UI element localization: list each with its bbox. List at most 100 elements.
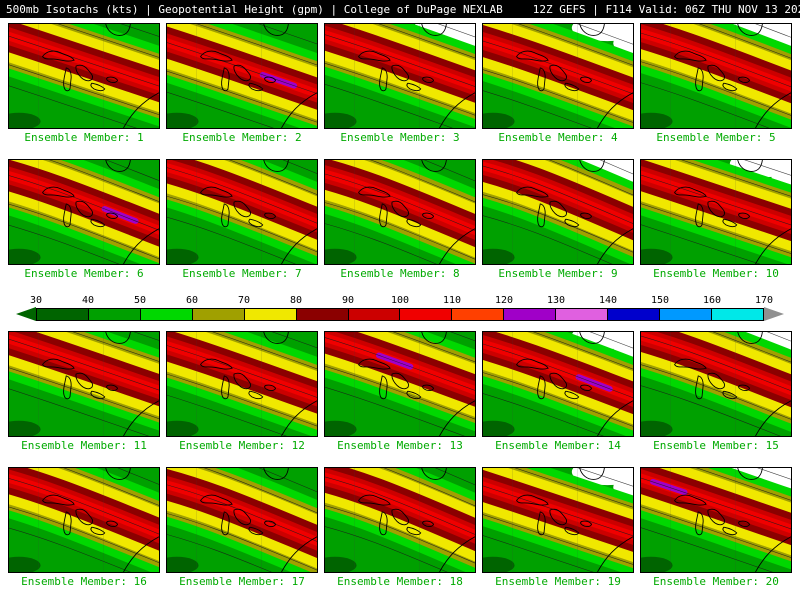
- ensemble-member-label: Ensemble Member: 9: [498, 267, 618, 280]
- colorbar-tick: 30: [29, 295, 43, 306]
- colorbar-segment: [608, 308, 661, 320]
- ensemble-panel: Ensemble Member: 11: [8, 331, 160, 452]
- ensemble-map: [640, 23, 792, 129]
- ensemble-panel: Ensemble Member: 20: [640, 467, 792, 588]
- ensemble-panel: Ensemble Member: 16: [8, 467, 160, 588]
- ensemble-panel: Ensemble Member: 17: [166, 467, 318, 588]
- ensemble-panel: Ensemble Member: 4: [482, 23, 634, 144]
- colorbar-left-arrow: [16, 307, 36, 321]
- ensemble-map: [166, 467, 318, 573]
- ensemble-map: [482, 159, 634, 265]
- colorbar-tick: 110: [442, 295, 462, 306]
- ensemble-panel: Ensemble Member: 1: [8, 23, 160, 144]
- colorbar-tick: 140: [598, 295, 618, 306]
- ensemble-member-label: Ensemble Member: 11: [21, 439, 147, 452]
- colorbar-segment: [296, 308, 349, 320]
- colorbar-tick: 80: [289, 295, 303, 306]
- colorbar-tick: 70: [237, 295, 251, 306]
- ensemble-panel: Ensemble Member: 5: [640, 23, 792, 144]
- ensemble-map: [640, 331, 792, 437]
- colorbar-segment: [192, 308, 245, 320]
- colorbar: 30 40 50 60 70 80 90 100 110 120 130 140 150 160 170: [16, 295, 784, 321]
- ensemble-member-label: Ensemble Member: 19: [495, 575, 621, 588]
- ensemble-map: [482, 23, 634, 129]
- colorbar-segment: [711, 308, 763, 320]
- colorbar-segment: [400, 308, 453, 320]
- colorbar-segments: [36, 307, 764, 321]
- ensemble-map: [324, 159, 476, 265]
- ensemble-panel: Ensemble Member: 3: [324, 23, 476, 144]
- panel-row: Ensemble Member: 11 Ensemble Member: 12 En…: [0, 331, 800, 452]
- ensemble-member-label: Ensemble Member: 7: [182, 267, 302, 280]
- ensemble-map: [324, 23, 476, 129]
- colorbar-segment: [37, 308, 89, 320]
- ensemble-map: [8, 159, 160, 265]
- colorbar-tick: 60: [185, 295, 199, 306]
- ensemble-member-label: Ensemble Member: 1: [24, 131, 144, 144]
- panel-row: Ensemble Member: 1 Ensemble Member: 2 Ense…: [0, 23, 800, 144]
- colorbar-segment: [504, 308, 557, 320]
- ensemble-member-label: Ensemble Member: 13: [337, 439, 463, 452]
- ensemble-panel: Ensemble Member: 15: [640, 331, 792, 452]
- colorbar-tick: 130: [546, 295, 566, 306]
- ensemble-panel: Ensemble Member: 18: [324, 467, 476, 588]
- colorbar-tick: 150: [650, 295, 670, 306]
- panel-row: Ensemble Member: 16 Ensemble Member: 17 En…: [0, 467, 800, 588]
- ensemble-map: [324, 331, 476, 437]
- colorbar-right-arrow: [764, 307, 784, 321]
- ensemble-map: [166, 159, 318, 265]
- ensemble-member-label: Ensemble Member: 5: [656, 131, 776, 144]
- ensemble-panel: Ensemble Member: 8: [324, 159, 476, 280]
- ensemble-member-label: Ensemble Member: 12: [179, 439, 305, 452]
- ensemble-panel: Ensemble Member: 10: [640, 159, 792, 280]
- colorbar-tick: 170: [754, 295, 774, 306]
- panel-row: Ensemble Member: 6 Ensemble Member: 7 Ense…: [0, 159, 800, 280]
- ensemble-member-label: Ensemble Member: 8: [340, 267, 460, 280]
- ensemble-member-label: Ensemble Member: 6: [24, 267, 144, 280]
- colorbar-segment: [452, 308, 505, 320]
- colorbar-tick: 90: [341, 295, 355, 306]
- colorbar-tick: 100: [390, 295, 410, 306]
- ensemble-map: [324, 467, 476, 573]
- colorbar-segment: [348, 308, 401, 320]
- ensemble-map: [482, 467, 634, 573]
- ensemble-grid: Ensemble Member: 1 Ensemble Member: 2 Ense…: [0, 18, 800, 588]
- ensemble-map: [640, 467, 792, 573]
- ensemble-map: [8, 467, 160, 573]
- ensemble-panel: Ensemble Member: 9: [482, 159, 634, 280]
- run-valid-info: 12Z GEFS | F114 Valid: 06Z THU NOV 13 20…: [532, 2, 800, 16]
- ensemble-member-label: Ensemble Member: 4: [498, 131, 618, 144]
- ensemble-member-label: Ensemble Member: 14: [495, 439, 621, 452]
- ensemble-map: [8, 23, 160, 129]
- ensemble-member-label: Ensemble Member: 10: [653, 267, 779, 280]
- ensemble-panel: Ensemble Member: 2: [166, 23, 318, 144]
- ensemble-panel: Ensemble Member: 7: [166, 159, 318, 280]
- ensemble-map: [8, 331, 160, 437]
- ensemble-member-label: Ensemble Member: 18: [337, 575, 463, 588]
- colorbar-segment: [88, 308, 141, 320]
- ensemble-member-label: Ensemble Member: 17: [179, 575, 305, 588]
- colorbar-tick: 40: [81, 295, 95, 306]
- ensemble-member-label: Ensemble Member: 3: [340, 131, 460, 144]
- ensemble-member-label: Ensemble Member: 15: [653, 439, 779, 452]
- ensemble-map: [482, 331, 634, 437]
- ensemble-member-label: Ensemble Member: 20: [653, 575, 779, 588]
- header-bar: 500mb Isotachs (kts) | Geopotential Heig…: [0, 0, 800, 18]
- ensemble-panel: Ensemble Member: 12: [166, 331, 318, 452]
- colorbar-segment: [140, 308, 193, 320]
- ensemble-panel: Ensemble Member: 13: [324, 331, 476, 452]
- product-title: 500mb Isotachs (kts) | Geopotential Heig…: [6, 2, 503, 16]
- colorbar-segment: [244, 308, 297, 320]
- colorbar-segment: [556, 308, 609, 320]
- colorbar-tick: 120: [494, 295, 514, 306]
- ensemble-map: [640, 159, 792, 265]
- ensemble-map: [166, 23, 318, 129]
- ensemble-panel: Ensemble Member: 6: [8, 159, 160, 280]
- ensemble-member-label: Ensemble Member: 16: [21, 575, 147, 588]
- ensemble-map: [166, 331, 318, 437]
- ensemble-panel: Ensemble Member: 14: [482, 331, 634, 452]
- ensemble-member-label: Ensemble Member: 2: [182, 131, 302, 144]
- colorbar-tick: 50: [133, 295, 147, 306]
- colorbar-segment: [660, 308, 712, 320]
- colorbar-ticks: 30 40 50 60 70 80 90 100 110 120 130 140 150 160 170: [30, 295, 773, 307]
